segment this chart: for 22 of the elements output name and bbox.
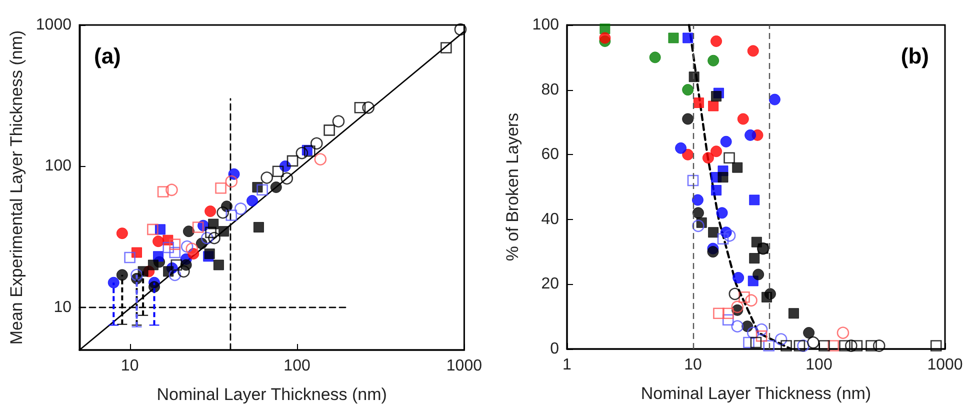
y-tick-label: 80 <box>541 81 560 98</box>
x-tick-label: 1000 <box>446 358 482 374</box>
x-tick-label: 1000 <box>927 356 963 374</box>
y-axis-title: % of Broken Layers <box>503 112 522 262</box>
y-tick-label: 100 <box>44 158 72 175</box>
y-tick-label: 60 <box>541 146 560 164</box>
y-tick-label: 100 <box>532 16 560 34</box>
y-tick-label: 10 <box>54 298 72 316</box>
y-tick-label: 40 <box>541 210 560 228</box>
y-tick-label: 20 <box>541 276 560 293</box>
x-tick-label: 10 <box>120 358 139 374</box>
annotation: (a) <box>94 44 121 68</box>
x-tick-label: 1 <box>562 356 572 374</box>
y-tick-label: 1000 <box>36 16 72 34</box>
x-tick-label: 100 <box>284 358 310 374</box>
y-tick-label: 0 <box>550 340 560 358</box>
x-tick-label: 100 <box>806 356 832 374</box>
x-tick-label: 10 <box>684 356 702 374</box>
x-axis-title: Nominal Layer Thickness (nm) <box>156 385 387 404</box>
y-axis-title: Mean Experimental Layer Thickness (nm) <box>7 30 26 345</box>
x-axis-title: Nominal Layer Thickness (nm) <box>640 384 872 403</box>
annotation: (b) <box>900 44 930 68</box>
